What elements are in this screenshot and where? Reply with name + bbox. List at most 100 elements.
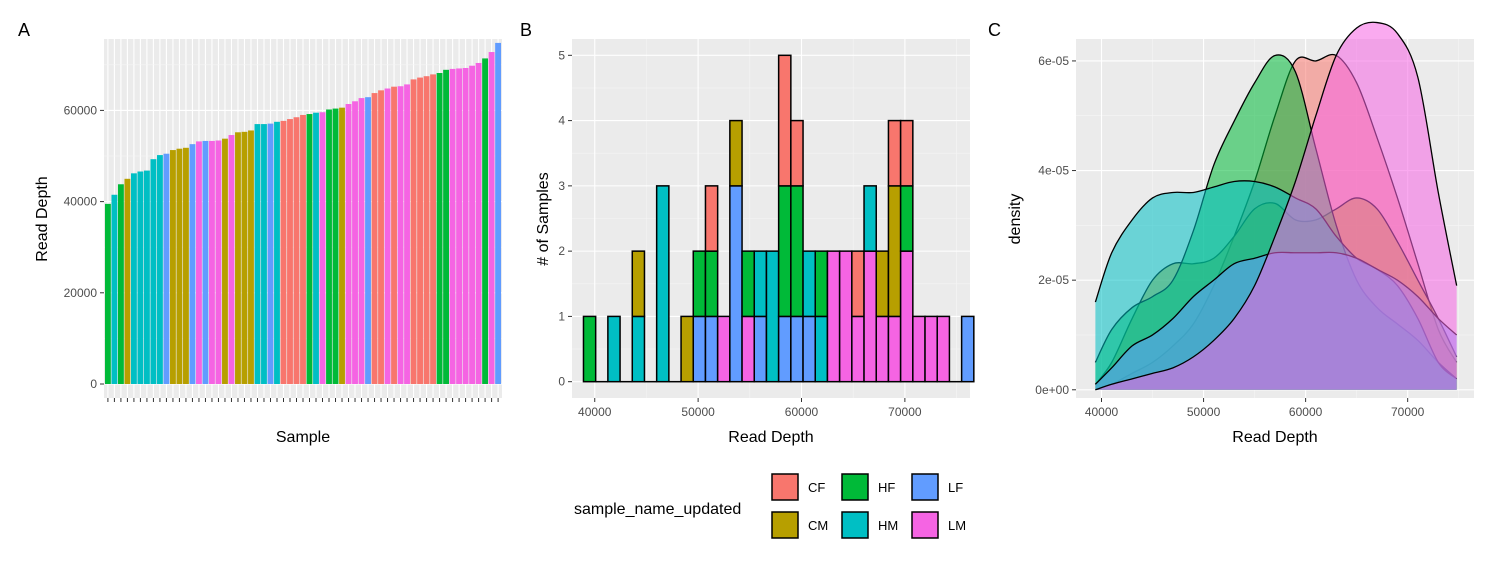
panel-b-bar-segment xyxy=(887,119,902,187)
panel-b-bar-segment xyxy=(790,119,804,187)
panel-a-bar xyxy=(332,108,339,385)
panel-b-bar-segment xyxy=(655,185,670,383)
panel-b-bar-segment xyxy=(777,185,792,318)
panel-b-y-tick-label: 4 xyxy=(558,114,565,128)
panel-a-bar xyxy=(462,67,469,384)
panel-a-bar xyxy=(482,58,489,384)
legend-title: sample_name_updated xyxy=(574,501,741,518)
panel-b-y-axis: 0 1 2 3 4 5 xyxy=(558,48,572,389)
panel-a-bar xyxy=(449,68,456,385)
panel-a-bar xyxy=(371,93,378,385)
panel-b-bar-segment xyxy=(790,185,804,318)
panel-a-y-title: Read Depth xyxy=(34,176,51,261)
legend-label-lm: LM xyxy=(948,518,966,533)
legend-label-cf: CF xyxy=(808,480,825,495)
panel-b-bar-segment xyxy=(924,315,938,383)
panel-a-bar xyxy=(410,79,417,384)
legend-items: CF HF LF CM HM LM xyxy=(771,473,966,539)
panel-b-bar-segment xyxy=(875,250,890,318)
panel-b-y-tick-label: 0 xyxy=(558,375,565,389)
panel-a-bar xyxy=(397,86,404,385)
panel-a-bar xyxy=(143,170,150,384)
panel-a-bar xyxy=(104,203,111,384)
legend-label-lf: LF xyxy=(948,480,963,495)
panel-a-bar xyxy=(352,101,358,384)
panel-a-bar xyxy=(241,131,248,384)
panel-a-bar xyxy=(215,140,222,384)
panel-a-bar xyxy=(430,74,436,384)
panel-a-bar xyxy=(287,119,293,385)
panel-b-bar-segment xyxy=(753,315,768,383)
panel-c-x-axis: 40000 50000 60000 70000 xyxy=(1085,398,1425,419)
panel-a-bar xyxy=(475,62,482,384)
panel-a-bar xyxy=(300,114,306,385)
panel-a-bars xyxy=(104,42,502,385)
panel-b-bars xyxy=(582,54,975,383)
legend-label-hf: HF xyxy=(878,480,895,495)
panel-tag-c: C xyxy=(988,20,1001,40)
panel-a-bar xyxy=(436,73,443,385)
panel-a-bar xyxy=(267,123,274,385)
panel-b-bar-segment xyxy=(814,315,829,383)
panel-a-bar xyxy=(306,114,313,384)
panel-c-density-area-lm xyxy=(1095,22,1457,390)
panel-a-bar xyxy=(358,98,365,384)
panel-b-bar-segment xyxy=(887,185,902,318)
legend: sample_name_updated CF HF LF CM HM LM xyxy=(574,473,966,539)
panel-a-y-tick-label: 0 xyxy=(90,377,97,391)
panel-a-bar xyxy=(339,107,345,384)
panel-a-bar xyxy=(365,97,371,385)
panel-c-density-areas xyxy=(1094,21,1458,391)
panel-a-bar xyxy=(124,178,131,384)
panel-a-x-axis xyxy=(107,398,499,402)
panel-b-y-tick-label: 5 xyxy=(558,48,565,62)
panel-b-y-tick-label: 1 xyxy=(558,309,565,323)
panel-b-bar-segment xyxy=(765,250,780,383)
panel-a-bar xyxy=(183,147,189,384)
panel-b-y-tick-label: 2 xyxy=(558,244,565,258)
panel-b-bar-segment xyxy=(680,315,695,383)
panel-c-y-axis: 0e+00 2e-05 4e-05 6e-05 xyxy=(1035,54,1076,397)
panel-b-bar-segment xyxy=(838,250,853,383)
panel-a-bar xyxy=(170,150,176,384)
panel-b-bar-segment xyxy=(814,250,829,318)
panel-a-y-tick-label: 20000 xyxy=(64,286,98,300)
panel-b-bar-segment xyxy=(899,250,914,383)
panel-b-bar-segment xyxy=(753,250,768,318)
panel-b-bar-segment xyxy=(912,315,926,383)
panel-b-x-tick-label: 60000 xyxy=(785,405,819,419)
panel-b-bar-segment xyxy=(851,250,865,318)
panel-a-bar xyxy=(313,112,319,385)
panel-a-bar xyxy=(209,140,215,384)
panel-a-y-tick-label: 60000 xyxy=(64,103,98,117)
panel-b-bar-segment xyxy=(851,315,865,383)
panel-b-bar-segment xyxy=(802,250,816,318)
panel-a-bar xyxy=(248,130,254,384)
panel-a-bar xyxy=(319,112,326,384)
panel-a-bar xyxy=(196,141,202,384)
legend-swatch-cm xyxy=(771,511,799,539)
panel-c-y-tick-label: 2e-05 xyxy=(1038,273,1069,287)
panel-a-bar xyxy=(261,124,267,384)
panel-b-x-axis: 40000 50000 60000 70000 xyxy=(578,398,922,419)
panel-tag-a: A xyxy=(18,20,30,40)
panel-a-bar xyxy=(280,120,287,384)
panel-a-bar xyxy=(235,132,241,384)
panel-b-histogram: 0 1 2 3 4 5 40000 50000 60000 70000 Read Depth #… xyxy=(535,39,975,446)
panel-b-bar-segment xyxy=(741,315,756,383)
panel-b-bar-segment xyxy=(777,54,792,187)
panel-a-bar xyxy=(488,52,495,384)
panel-a-bar xyxy=(391,86,397,385)
panel-b-bar-segment xyxy=(607,315,621,383)
legend-swatch-hf xyxy=(841,473,869,501)
panel-c-y-tick-label: 0e+00 xyxy=(1035,383,1069,397)
panel-a-bar xyxy=(137,171,144,384)
panel-a-bar xyxy=(189,144,196,384)
legend-swatch-lf xyxy=(911,473,939,501)
panel-a-bar xyxy=(456,68,463,384)
panel-c-density-plot: 0e+00 2e-05 4e-05 6e-05 40000 50000 60000 7000… xyxy=(1007,21,1474,446)
panel-c-x-tick-label: 40000 xyxy=(1085,405,1119,419)
panel-b-x-title: Read Depth xyxy=(728,429,813,446)
panel-b-bar-segment xyxy=(729,119,743,187)
